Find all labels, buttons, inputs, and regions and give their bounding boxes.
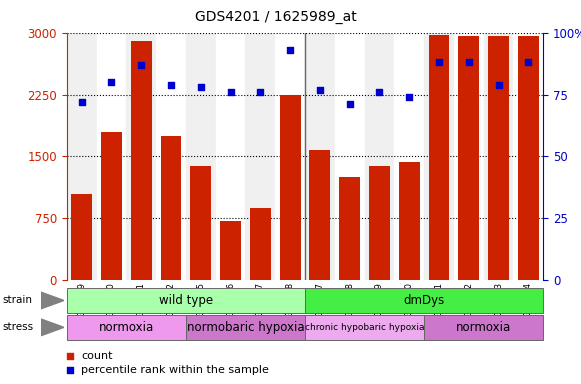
Bar (67, 288, 305, 313)
Bar (71, 194, 92, 280)
Bar (399, 162, 419, 280)
Bar (429, 35, 450, 280)
Point (375, 89, 384, 95)
Bar (250, 209, 271, 280)
Polygon shape (41, 319, 64, 336)
Bar (279, 94, 300, 280)
Bar (339, 177, 360, 280)
Polygon shape (41, 292, 64, 309)
Bar (186, 315, 305, 340)
Bar (156, 33, 186, 280)
Bar (454, 33, 483, 280)
Text: normoxia: normoxia (99, 321, 154, 334)
Bar (67, 315, 186, 340)
Text: strain: strain (3, 295, 33, 306)
Point (65, 366, 74, 372)
Bar (101, 132, 122, 280)
Bar (458, 36, 479, 280)
Point (435, 59, 444, 65)
Point (315, 86, 325, 93)
Bar (399, 162, 419, 280)
Bar (305, 315, 424, 340)
Point (494, 81, 503, 88)
Bar (369, 166, 390, 280)
Bar (483, 33, 514, 280)
Point (345, 101, 354, 108)
Bar (191, 166, 211, 280)
Bar (275, 33, 305, 280)
Bar (305, 288, 543, 313)
Point (65, 353, 74, 359)
Bar (191, 166, 211, 280)
Bar (369, 166, 390, 280)
Text: count: count (81, 351, 113, 361)
Text: normoxia: normoxia (456, 321, 511, 334)
Point (523, 59, 533, 65)
Text: wild type: wild type (159, 294, 213, 307)
Point (196, 84, 206, 90)
Bar (279, 94, 300, 280)
Point (404, 94, 414, 100)
Bar (160, 136, 181, 280)
Point (464, 59, 474, 65)
Bar (245, 33, 275, 280)
Bar (127, 33, 156, 280)
Point (166, 81, 175, 88)
Bar (335, 33, 365, 280)
Text: stress: stress (3, 322, 34, 333)
Text: GDS4201 / 1625989_at: GDS4201 / 1625989_at (195, 10, 357, 23)
Bar (339, 177, 360, 280)
Bar (518, 36, 539, 280)
Point (285, 47, 295, 53)
Bar (220, 221, 241, 280)
Point (256, 89, 265, 95)
Text: percentile rank within the sample: percentile rank within the sample (81, 364, 269, 375)
Bar (101, 132, 122, 280)
Text: chronic hypobaric hypoxia: chronic hypobaric hypoxia (305, 323, 424, 332)
Point (107, 79, 116, 85)
Bar (488, 36, 509, 280)
Bar (429, 35, 450, 280)
Bar (424, 315, 543, 340)
Bar (131, 41, 152, 280)
Bar (488, 36, 509, 280)
Text: normobaric hypoxia: normobaric hypoxia (187, 321, 304, 334)
Text: dmDys: dmDys (404, 294, 444, 307)
Point (226, 89, 235, 95)
Bar (518, 36, 539, 280)
Bar (131, 41, 152, 280)
Bar (310, 150, 331, 280)
Bar (160, 136, 181, 280)
Bar (96, 33, 127, 280)
Bar (305, 33, 335, 280)
Bar (514, 33, 543, 280)
Bar (250, 209, 271, 280)
Bar (310, 150, 331, 280)
Point (137, 62, 146, 68)
Bar (220, 221, 241, 280)
Bar (424, 33, 454, 280)
Bar (216, 33, 245, 280)
Bar (186, 33, 216, 280)
Bar (394, 33, 424, 280)
Bar (458, 36, 479, 280)
Bar (71, 194, 92, 280)
Bar (365, 33, 394, 280)
Point (77, 99, 87, 105)
Bar (67, 33, 96, 280)
